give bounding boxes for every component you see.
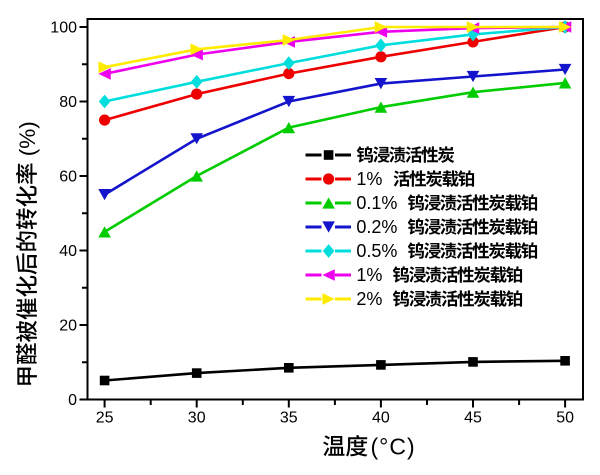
svg-text:0: 0 bbox=[68, 392, 77, 409]
svg-text:30: 30 bbox=[188, 410, 206, 427]
svg-text:0.1%: 0.1% bbox=[356, 193, 397, 213]
svg-text:40: 40 bbox=[59, 243, 77, 260]
svg-text:100: 100 bbox=[50, 19, 77, 36]
svg-text:40: 40 bbox=[372, 410, 390, 427]
svg-text:45: 45 bbox=[464, 410, 482, 427]
svg-text:1%: 1% bbox=[356, 169, 382, 189]
svg-text:2%: 2% bbox=[356, 289, 382, 309]
svg-text:(%): (%) bbox=[15, 121, 40, 156]
svg-text:25: 25 bbox=[96, 410, 114, 427]
svg-text:50: 50 bbox=[556, 410, 574, 427]
svg-text:35: 35 bbox=[280, 410, 298, 427]
svg-text:80: 80 bbox=[59, 94, 77, 111]
svg-text:60: 60 bbox=[59, 168, 77, 185]
svg-text:0.5%: 0.5% bbox=[356, 241, 397, 261]
svg-text:1%: 1% bbox=[356, 265, 382, 285]
svg-text:(°C): (°C) bbox=[371, 434, 416, 460]
svg-text:0.2%: 0.2% bbox=[356, 217, 397, 237]
svg-text:20: 20 bbox=[59, 317, 77, 334]
